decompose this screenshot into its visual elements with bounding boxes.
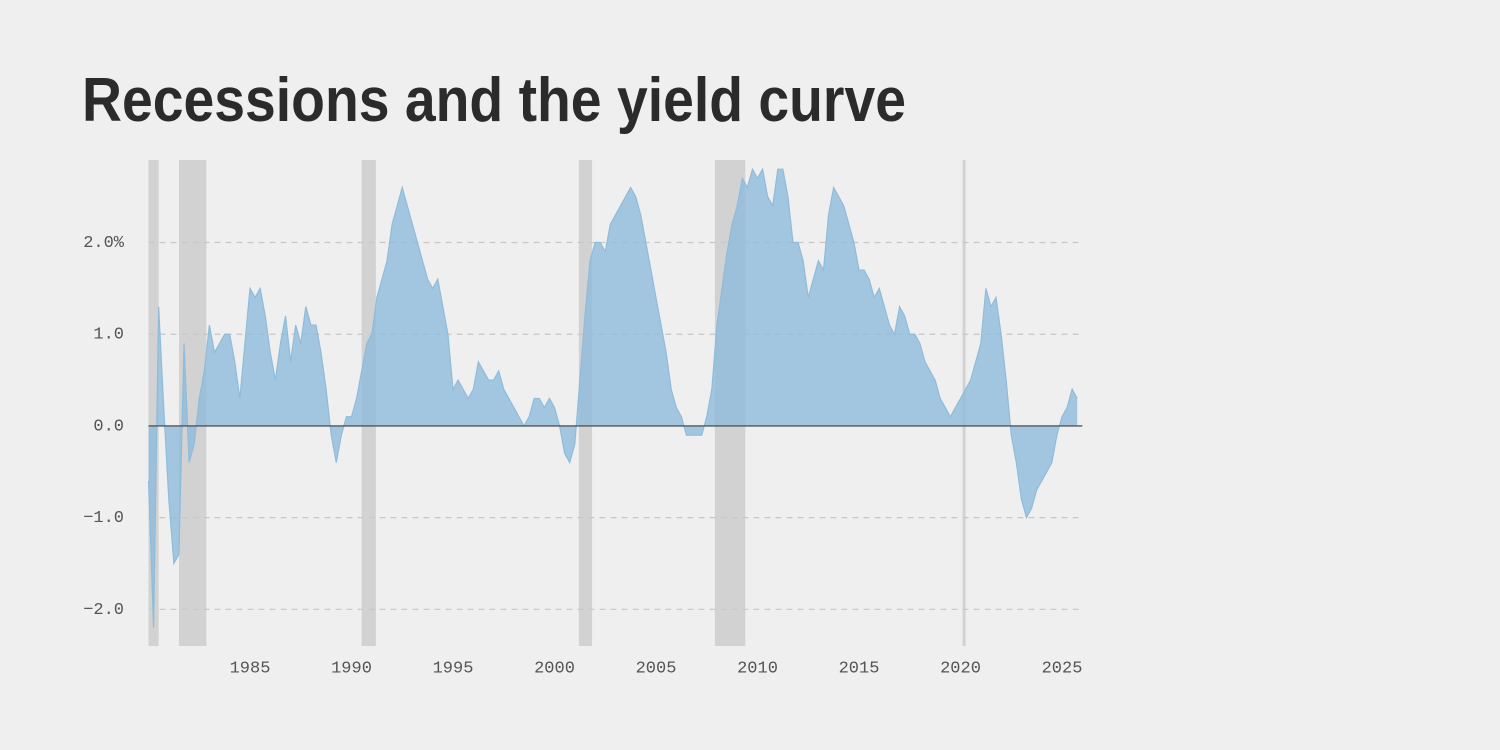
y-tick-label: −1.0: [83, 509, 124, 528]
x-tick-label: 1995: [433, 659, 474, 678]
x-tick-label: 2020: [940, 659, 981, 678]
area-line: [147, 167, 1078, 628]
y-tick-label: −2.0: [83, 601, 124, 620]
recession-band: [148, 160, 159, 646]
x-tick-label: 1990: [331, 659, 372, 678]
x-tick-label: 2025: [1042, 659, 1083, 678]
chart-title: Recessions and the yield curve: [82, 66, 906, 135]
x-tick-label: 2015: [839, 659, 880, 678]
y-tick-label: 2.0%: [83, 234, 125, 253]
y-tick-label: 1.0: [93, 326, 124, 345]
area-fill: [148, 169, 1078, 628]
y-tick-label: 0.0: [93, 417, 124, 436]
x-tick-label: 2000: [534, 659, 575, 678]
x-tick-label: 2010: [737, 659, 778, 678]
x-tick-label: 2005: [636, 659, 677, 678]
x-tick-label: 1985: [230, 659, 271, 678]
